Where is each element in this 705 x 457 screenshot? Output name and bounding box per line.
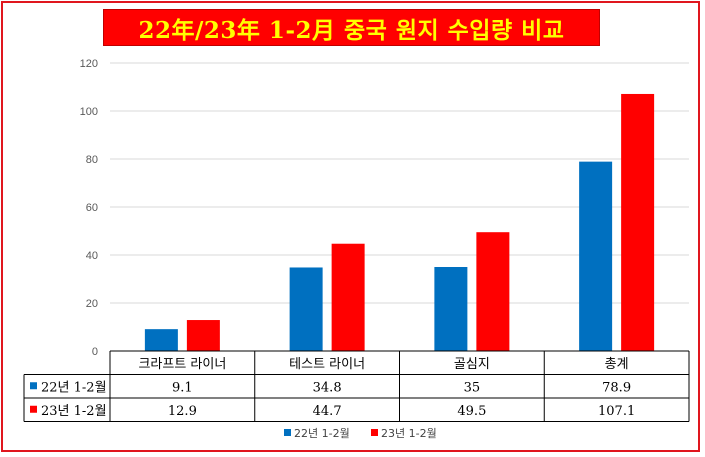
y-tick-label: 20 xyxy=(86,298,98,310)
bar-s2-0 xyxy=(186,320,220,351)
table-series-name: 22년 1-2월 xyxy=(41,380,107,395)
y-tick-label: 0 xyxy=(92,346,98,358)
x-tick-label: 골심지 xyxy=(454,357,490,372)
data-label: 12.9 xyxy=(168,404,197,419)
data-label: 49.5 xyxy=(457,404,486,419)
legend-entry: 23년 1-2월 xyxy=(381,427,437,440)
table-series-key xyxy=(30,405,37,413)
legend-swatch xyxy=(284,429,291,436)
y-tick-label: 100 xyxy=(80,106,98,118)
x-tick-label: 총계 xyxy=(605,357,629,372)
y-tick-label: 80 xyxy=(86,154,98,166)
x-tick-label: 크라프트 라이너 xyxy=(138,357,226,372)
data-label: 34.8 xyxy=(313,380,342,395)
data-label: 44.7 xyxy=(313,404,342,419)
bar-s2-3 xyxy=(621,93,655,352)
legend-swatch xyxy=(371,429,378,436)
legend-entry: 22년 1-2월 xyxy=(294,427,350,440)
data-label: 9.1 xyxy=(172,380,193,395)
chart-title: 22年/23年 1-2月 중국 원지 수입량 비교 xyxy=(138,16,565,44)
chart-title-box: 22年/23年 1-2月 중국 원지 수입량 비교 xyxy=(103,9,600,46)
data-label: 78.9 xyxy=(602,380,631,395)
bar-s1-3 xyxy=(579,161,613,351)
x-tick-label: 테스트 라이너 xyxy=(289,357,365,372)
bar-s2-1 xyxy=(331,243,365,351)
y-tick-label: 120 xyxy=(80,58,98,70)
bar-s2-2 xyxy=(476,232,510,351)
bar-s1-1 xyxy=(289,267,323,351)
y-tick-label: 40 xyxy=(86,250,98,262)
table-series-key xyxy=(30,382,37,390)
bar-s1-2 xyxy=(434,267,468,351)
y-tick-label: 60 xyxy=(86,202,98,214)
data-label: 107.1 xyxy=(598,404,635,419)
table-series-name: 23년 1-2월 xyxy=(41,404,107,419)
bar-s1-0 xyxy=(144,329,178,351)
data-label: 35 xyxy=(464,380,481,395)
